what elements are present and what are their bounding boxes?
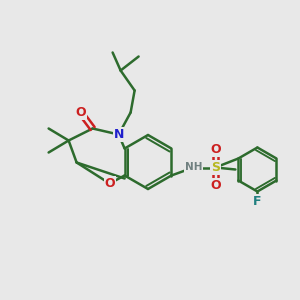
Text: O: O [104, 177, 115, 190]
Text: O: O [210, 143, 221, 156]
Text: NH: NH [184, 163, 202, 172]
Text: O: O [210, 179, 221, 192]
Text: S: S [211, 161, 220, 174]
Text: O: O [75, 106, 86, 119]
Text: N: N [113, 128, 124, 141]
Text: F: F [253, 195, 262, 208]
